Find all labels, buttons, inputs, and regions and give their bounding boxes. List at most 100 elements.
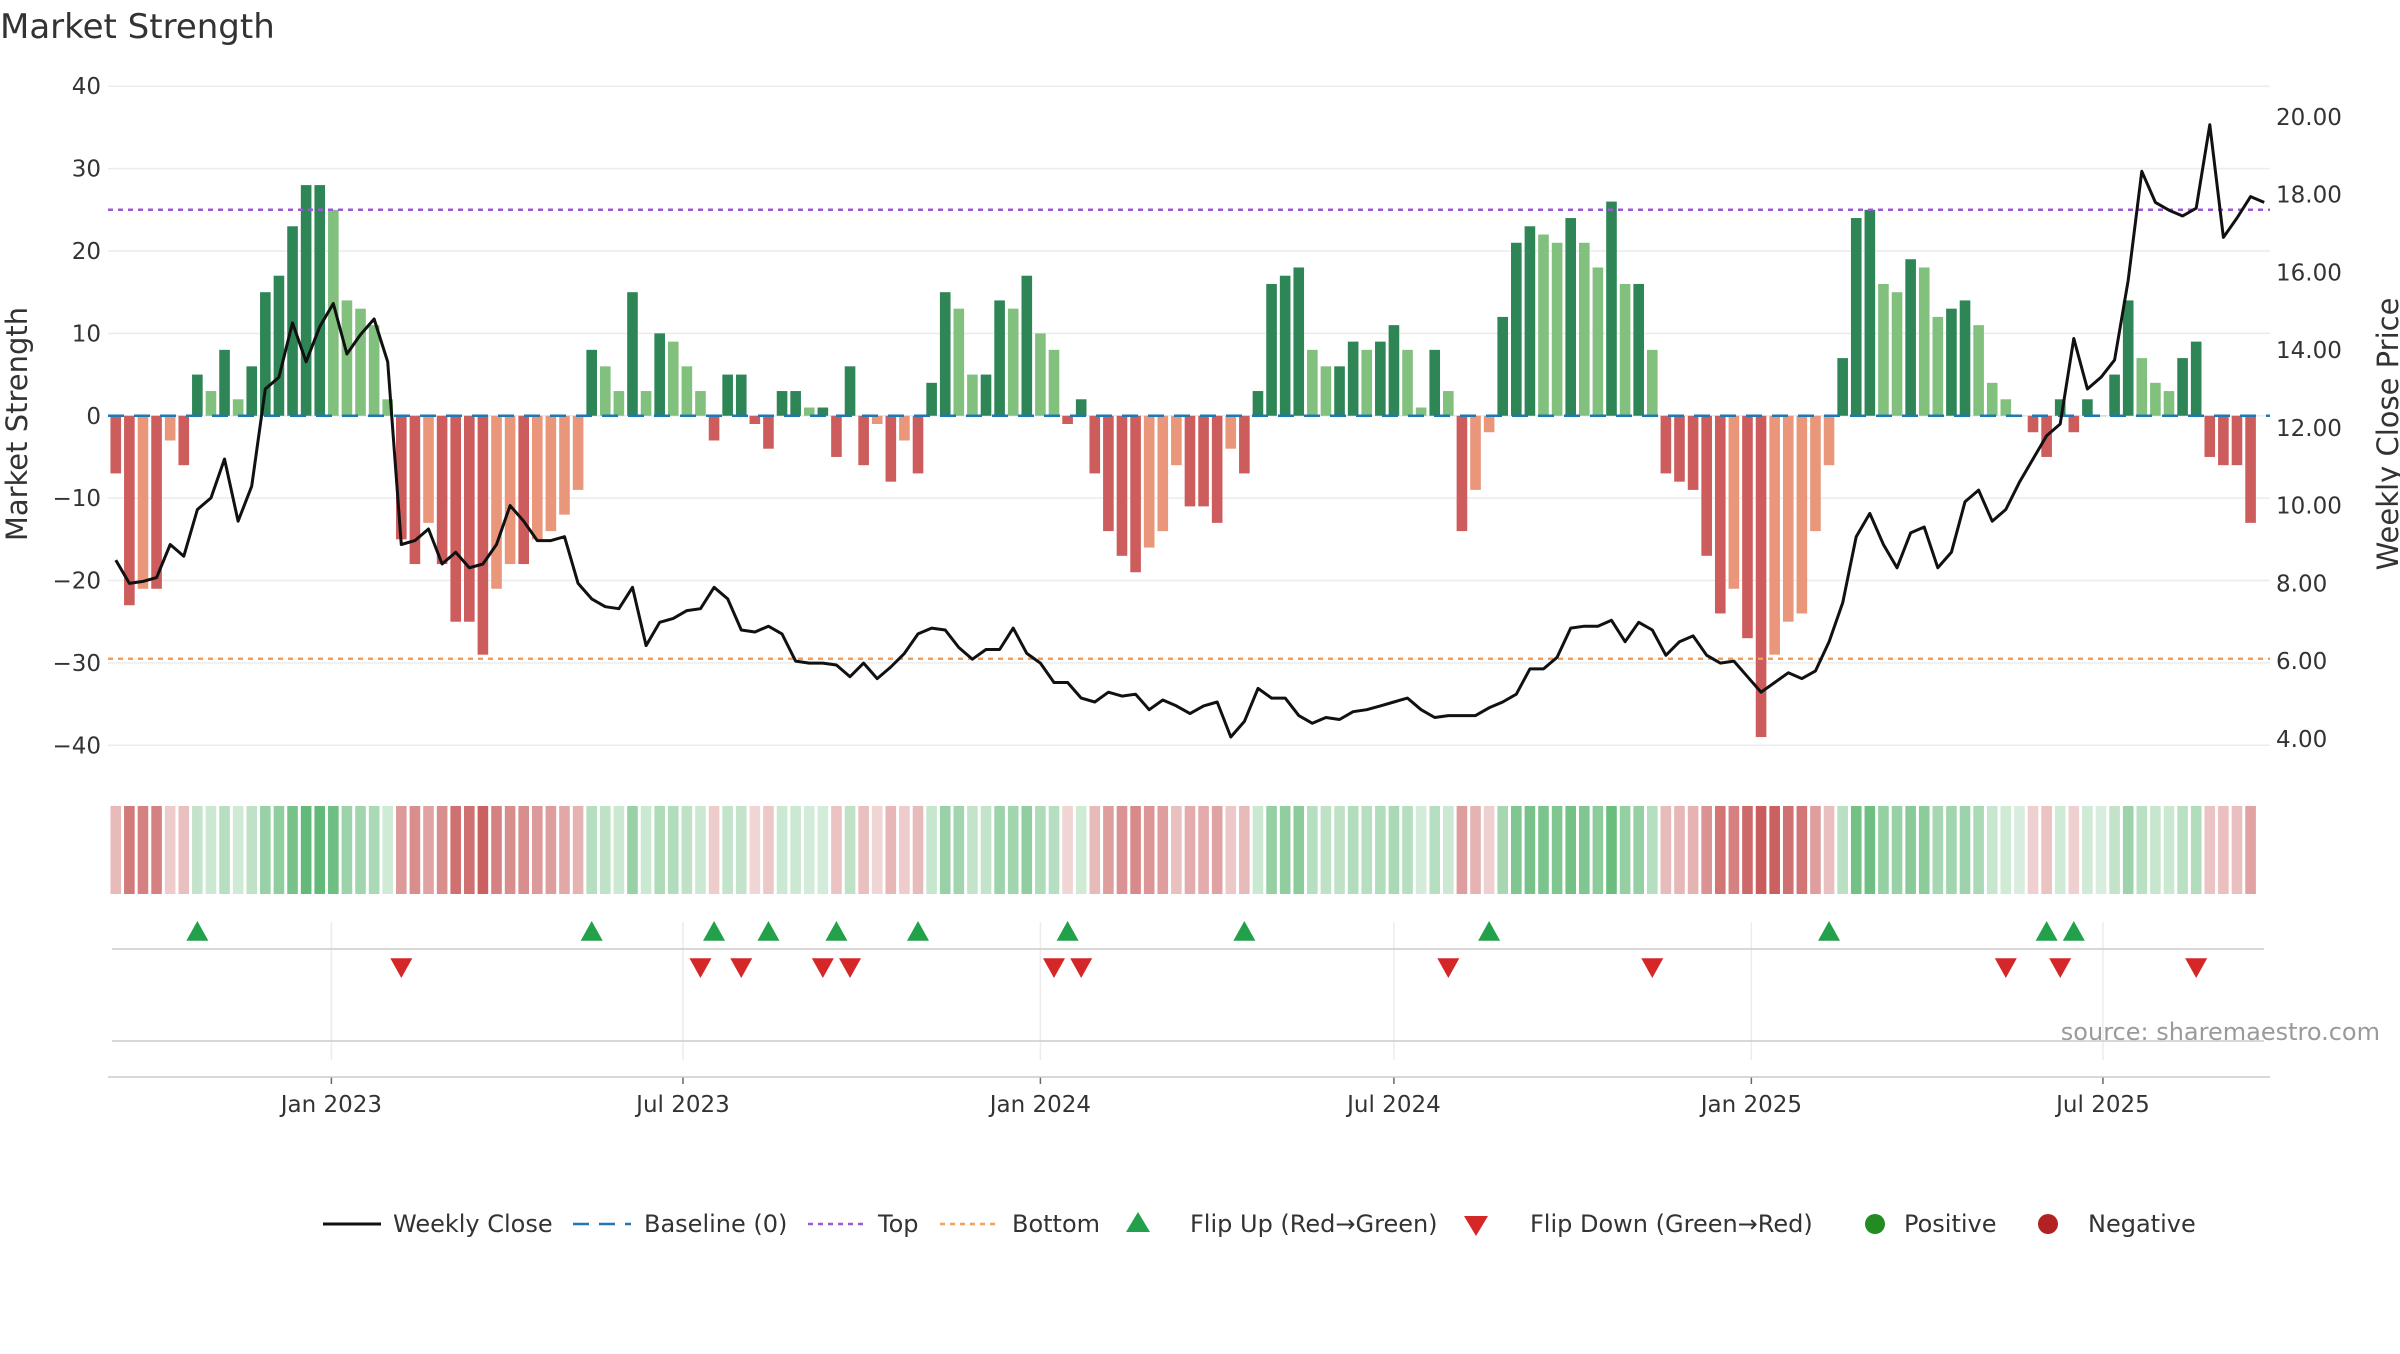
heat-cell (477, 806, 489, 894)
strength-bar (1130, 415, 1141, 573)
heat-cell (368, 806, 380, 894)
flip-up-marker (1478, 921, 1501, 941)
heat-cell (1157, 806, 1169, 894)
flip-up-marker (703, 921, 726, 941)
strength-bar (164, 415, 176, 441)
strength-bar (1864, 209, 1876, 416)
strength-bar (396, 415, 407, 540)
heat-cell (1511, 806, 1522, 894)
heat-cell (831, 806, 842, 894)
flip-down-marker (1994, 958, 2017, 978)
heat-cell (1946, 806, 1957, 894)
heat-cell (545, 806, 557, 894)
heat-cell (1130, 806, 1141, 894)
strength-bar (2000, 399, 2012, 416)
strength-bar (994, 300, 1005, 416)
heat-cell (124, 806, 135, 894)
strength-bar (1565, 218, 1577, 416)
strength-bar (2068, 415, 2080, 433)
heat-cell (2027, 806, 2039, 894)
heat-cell (1103, 806, 1114, 894)
strength-bar (1755, 415, 1767, 738)
heat-cell (1823, 806, 1835, 894)
strength-bar (1769, 415, 1780, 655)
strength-bar (1538, 234, 1549, 416)
strength-bar (926, 382, 937, 416)
flip-up-marker (2062, 921, 2085, 941)
heat-cell (1184, 806, 1196, 894)
strength-bar (980, 374, 992, 416)
strength-bar (1483, 415, 1495, 433)
strength-bar (1089, 415, 1101, 474)
heat-cell (110, 806, 122, 894)
legend-symbol-positive (1865, 1214, 1885, 1234)
strength-bar (1701, 415, 1712, 556)
heat-cell (763, 806, 774, 894)
heat-cell (396, 806, 407, 894)
y-tick-label-left: 0 (86, 404, 101, 430)
strength-bar (531, 415, 543, 540)
heat-cell (2014, 806, 2025, 894)
heat-cell (559, 806, 570, 894)
flip-up-marker (1818, 921, 1841, 941)
heat-cell (341, 806, 353, 894)
heat-cell (1075, 806, 1087, 894)
x-tick-label: Jan 2023 (279, 1092, 382, 1118)
heat-cell (1646, 806, 1658, 894)
strength-bar (1334, 366, 1345, 416)
heat-cell (1633, 806, 1644, 894)
strength-bar (1103, 415, 1114, 532)
heat-cell (178, 806, 190, 894)
strength-bar (518, 415, 529, 565)
strength-bar (2027, 415, 2039, 433)
heat-cell (1470, 806, 1481, 894)
heat-cell (1116, 806, 1128, 894)
strength-bar (545, 415, 557, 532)
strength-bar (858, 415, 869, 466)
heat-cell (1388, 806, 1400, 894)
heat-cell (1007, 806, 1019, 894)
strength-bar (260, 292, 271, 416)
heat-cell (735, 806, 747, 894)
heat-cell (232, 806, 244, 894)
strength-bar (2204, 415, 2216, 457)
heat-cell (531, 806, 543, 894)
heat-cell (1035, 806, 1046, 894)
heat-cell (980, 806, 992, 894)
heat-cell (1769, 806, 1780, 894)
heat-cell (912, 806, 924, 894)
source-note: source: sharemaestro.com (2061, 1018, 2380, 1046)
y-tick-label-right: 12.00 (2276, 416, 2342, 442)
strength-bar (232, 399, 244, 416)
strength-bar (1470, 415, 1481, 490)
strength-bar (1687, 415, 1699, 490)
strength-bar (1211, 415, 1223, 523)
y-axis-label-left: Market Strength (0, 307, 34, 541)
heat-cell (1932, 806, 1944, 894)
legend-label: Positive (1904, 1210, 1997, 1238)
strength-bar (110, 415, 122, 474)
legend: Weekly Close Baseline (0) Top Bottom Flip Up… (323, 1210, 2196, 1238)
strength-bar (1198, 415, 1209, 507)
strength-bar (1674, 415, 1685, 482)
bars-layer (110, 185, 2256, 738)
heat-cell (1796, 806, 1808, 894)
strength-bar (2082, 399, 2093, 416)
strength-bar (2109, 374, 2120, 416)
strength-bar (967, 374, 978, 416)
heat-cell (1456, 806, 1468, 894)
x-tick-label: Jan 2025 (1699, 1092, 1802, 1118)
heat-cell (1837, 806, 1848, 894)
strength-bar (504, 415, 516, 565)
heat-cell (1619, 806, 1631, 894)
strength-bar (450, 415, 462, 622)
heat-cell (1864, 806, 1876, 894)
strength-bar (722, 374, 733, 416)
heat-cell (1714, 806, 1726, 894)
strength-bar (2150, 382, 2161, 416)
heat-cell (1089, 806, 1101, 894)
strength-bar (803, 407, 815, 416)
strength-bar (314, 185, 326, 416)
heat-cell (1538, 806, 1549, 894)
